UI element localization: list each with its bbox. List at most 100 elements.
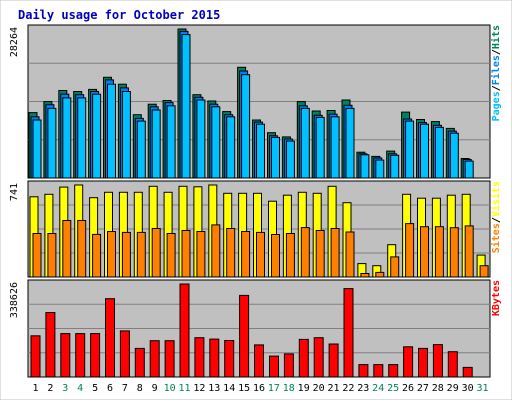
bar-pages-day-15 <box>241 74 251 179</box>
legend-files: Files <box>490 55 502 85</box>
bar-sites-day-25 <box>390 256 400 278</box>
x-tick-label: 1 <box>32 383 38 394</box>
x-tick-label: 31 <box>476 383 488 394</box>
bar-kbytes-day-4 <box>75 333 86 378</box>
x-tick-label: 22 <box>342 383 354 394</box>
x-tick-label: 16 <box>253 383 265 394</box>
bar-kbytes-day-23 <box>358 364 369 378</box>
bar-pages-day-25 <box>390 154 400 179</box>
y-max-label: 338626 <box>9 282 20 318</box>
bar-kbytes-day-22 <box>343 288 354 378</box>
bar-kbytes-day-19 <box>298 338 309 378</box>
bar-sites-day-8 <box>136 231 146 278</box>
y-max-label: 741 <box>9 183 20 201</box>
x-tick-label: 21 <box>327 383 339 394</box>
bar-pages-day-4 <box>77 97 87 179</box>
bar-sites-day-2 <box>47 233 57 278</box>
x-tick-label: 19 <box>298 383 310 394</box>
bar-sites-day-17 <box>271 234 280 278</box>
bar-kbytes-day-6 <box>105 298 115 378</box>
bar-pages-day-17 <box>271 136 280 179</box>
bar-pages-day-9 <box>151 109 161 179</box>
bar-sites-day-30 <box>464 225 474 278</box>
bar-kbytes-day-5 <box>90 333 101 378</box>
legend-separator: / <box>491 85 502 91</box>
bar-pages-day-26 <box>405 120 415 179</box>
bar-sites-day-7 <box>121 231 131 278</box>
legend-hits: Hits <box>490 25 502 49</box>
bar-sites-day-13 <box>211 224 221 278</box>
x-tick-label: 6 <box>107 383 113 394</box>
bar-sites-day-5 <box>92 233 102 278</box>
bar-pages-day-28 <box>434 126 444 179</box>
bar-kbytes-day-3 <box>60 333 71 378</box>
legend-2: Sites/Visits <box>490 181 502 253</box>
bar-sites-day-3 <box>62 220 72 278</box>
x-tick-label: 29 <box>447 383 459 394</box>
bar-sites-day-18 <box>285 233 295 278</box>
x-tick-label: 20 <box>313 383 325 394</box>
bar-sites-day-9 <box>151 228 161 278</box>
x-tick-label: 5 <box>92 383 98 394</box>
bar-sites-day-27 <box>420 226 429 278</box>
bar-kbytes-day-17 <box>269 355 279 378</box>
x-tick-label: 17 <box>268 383 280 394</box>
x-tick-label: 9 <box>152 383 158 394</box>
bar-kbytes-day-20 <box>313 337 324 378</box>
bar-sites-day-22 <box>345 231 355 278</box>
bar-kbytes-day-26 <box>403 346 414 378</box>
bar-sites-day-20 <box>315 230 325 278</box>
bar-kbytes-day-2 <box>45 312 56 378</box>
bar-sites-day-6 <box>107 231 116 278</box>
bar-kbytes-day-18 <box>283 353 294 378</box>
bar-kbytes-day-11 <box>179 283 190 378</box>
bar-kbytes-day-12 <box>194 337 205 378</box>
bar-sites-day-19 <box>300 227 310 278</box>
bar-pages-day-13 <box>211 106 221 179</box>
bar-pages-day-21 <box>330 116 340 179</box>
bar-kbytes-day-16 <box>254 344 264 378</box>
x-tick-label: 28 <box>432 383 444 394</box>
legend-visits: Visits <box>490 181 502 217</box>
bar-kbytes-day-10 <box>164 340 175 378</box>
bar-pages-day-2 <box>47 107 57 179</box>
bar-pages-day-29 <box>449 132 459 179</box>
bar-kbytes-day-7 <box>119 330 130 378</box>
bar-sites-day-1 <box>32 233 42 278</box>
bar-sites-day-15 <box>241 231 251 278</box>
bar-kbytes-day-15 <box>239 294 250 378</box>
bar-pages-day-24 <box>375 159 385 179</box>
x-tick-label: 10 <box>164 383 176 394</box>
bar-sites-day-28 <box>434 226 444 278</box>
legend-sites: Sites <box>490 223 502 253</box>
bar-pages-day-16 <box>256 123 265 179</box>
bar-pages-day-3 <box>62 97 72 179</box>
x-tick-label: 8 <box>137 383 143 394</box>
bar-pages-day-27 <box>420 123 429 179</box>
bar-sites-day-29 <box>449 227 459 278</box>
x-tick-label: 26 <box>402 383 414 394</box>
x-tick-label: 24 <box>372 383 384 394</box>
bar-pages-day-8 <box>136 120 146 179</box>
x-tick-label: 4 <box>77 383 83 394</box>
legend-separator: / <box>491 217 502 223</box>
bar-kbytes-day-29 <box>447 351 458 378</box>
bar-pages-day-6 <box>107 83 116 179</box>
x-tick-label: 18 <box>283 383 295 394</box>
y-max-label: 28264 <box>9 27 20 57</box>
bar-kbytes-day-9 <box>149 340 160 378</box>
bar-pages-day-18 <box>285 140 295 179</box>
bar-pages-day-20 <box>315 116 325 179</box>
bar-sites-day-21 <box>330 228 340 278</box>
legend-pages: Pages <box>491 91 502 121</box>
bar-pages-day-22 <box>345 107 355 179</box>
bar-sites-day-24 <box>375 271 385 278</box>
bar-sites-day-4 <box>77 220 87 278</box>
bar-kbytes-day-25 <box>388 364 399 378</box>
bar-kbytes-day-30 <box>462 366 473 378</box>
bar-sites-day-16 <box>256 231 265 278</box>
x-tick-label: 27 <box>417 383 429 394</box>
bar-kbytes-day-21 <box>328 343 339 378</box>
